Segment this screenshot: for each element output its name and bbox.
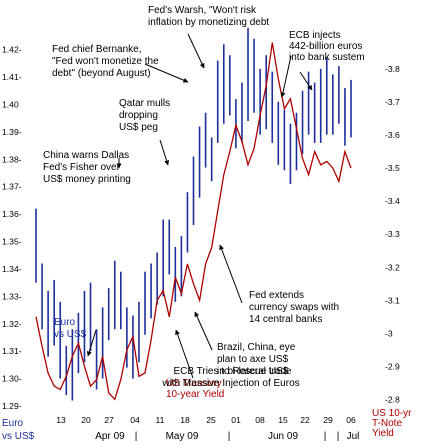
annotation-text: 14 central banks [249, 314, 322, 325]
x-axis-tick-label: 27 [104, 415, 114, 425]
left-axis-label: vs US$ [2, 431, 35, 442]
left-axis-tick-label: 1.37- [2, 182, 22, 192]
right-axis-tick-label: -3.4 [385, 196, 400, 206]
left-axis-tick-label: 1.38- [2, 154, 22, 164]
annotation-arrow [299, 71, 313, 91]
right-axis-tick-label: -3.7 [385, 97, 400, 107]
chart-text: 1.29- 1.30- 1.31- 1.32- 1.33- 1.34- 1.35- 1.36-… [2, 5, 412, 442]
annotation-arrow [175, 329, 194, 379]
annotation-arrow [159, 139, 170, 166]
right-axis-tick-label: -3.3 [385, 229, 400, 239]
annotation-text: Euro [54, 317, 76, 328]
x-axis-tick-label: 22 [300, 415, 310, 425]
annotation-text: vs US$ [54, 329, 87, 340]
x-axis-tick-label: 04 [130, 415, 140, 425]
x-axis-tick-label: 25 [206, 415, 216, 425]
left-axis-tick-label: 1.41- [2, 72, 22, 82]
right-axis-tick-label: -3.5 [385, 163, 400, 173]
x-axis-tick-label: 20 [81, 415, 91, 425]
annotation-text: Fed's Warsh, "Won't risk [148, 5, 257, 16]
annotation-text: debt" (beyond August) [52, 68, 151, 79]
left-axis-tick-label: 1.29- [2, 401, 22, 411]
x-axis-tick-label: 13 [56, 415, 66, 425]
annotation-text: inflation by monetizing debt [148, 17, 269, 28]
month-label: Apr 09 [95, 431, 125, 442]
left-axis-tick-label: 1.42- [2, 45, 22, 55]
annotation-text: into bank sustem [289, 52, 365, 63]
left-axis-tick-label: 1.39- [2, 127, 22, 137]
axis-separator: | [135, 431, 138, 442]
x-axis-tick-label: 11 [156, 415, 165, 425]
left-axis-tick-label: 1.36- [2, 209, 22, 219]
left-axis-tick-label: 1.31- [2, 346, 22, 356]
right-axis-label: Yield [372, 428, 394, 439]
x-axis-tick-label: 18 [180, 415, 190, 425]
plot-area [35, 27, 352, 401]
right-axis-tick-label: -3.2 [385, 262, 400, 272]
axis-separator: | [228, 431, 231, 442]
right-axis-label: US 10-yr [372, 408, 412, 419]
annotation-text: currency swaps with [249, 302, 339, 313]
right-axis-label: T-Note [372, 418, 402, 429]
annotation-text: US Treasury [166, 378, 222, 389]
annotation-text: 442-billion euros [289, 41, 362, 52]
annotation-text: Fed extends [249, 290, 304, 301]
month-label: May 09 [166, 431, 199, 442]
right-axis-tick-label: -2.8 [385, 394, 400, 404]
annotation-arrow [144, 63, 189, 83]
annotation-text: dropping [119, 110, 158, 121]
annotation-text: "Fed won't monetize the [52, 56, 159, 67]
annotation-text: China warns Dallas [43, 150, 129, 161]
right-axis-tick-label: -3 [385, 328, 393, 338]
annotation-text: with Massive Injection of Euros [161, 378, 299, 389]
annotation-text: in bi-lateral trade [217, 366, 292, 377]
x-axis-tick-label: 08 [255, 415, 265, 425]
annotation-text: Qatar mulls [119, 98, 170, 109]
annotation-text: ECB injects [289, 30, 341, 41]
left-axis-tick-label: 1.40 [2, 100, 19, 110]
axis-separator: | [324, 431, 327, 442]
right-axis-tick-label: -2.9 [385, 361, 400, 371]
annotation-arrow [86, 329, 97, 357]
annotation-text: Brazil, China, eye [217, 342, 296, 353]
annotation-arrow [219, 244, 243, 304]
month-label: Jul [347, 431, 360, 442]
left-axis-label: Euro [2, 418, 24, 429]
right-axis-tick-label: -3.8 [385, 64, 400, 74]
annotation-text: ECB Tries to Rescue US$ [173, 366, 288, 377]
left-axis-tick-label: 1.30- [2, 374, 22, 384]
annotation-text: US$ peg [119, 122, 158, 133]
axis-separator: | [337, 431, 340, 442]
annotation-text: 10-year Yield [166, 389, 224, 400]
annotation-text: Fed chief Bernanke, [52, 44, 142, 55]
yield-line [35, 42, 352, 401]
x-axis-tick-label: 15 [278, 415, 288, 425]
right-axis-tick-label: -3.6 [385, 130, 400, 140]
annotation-text: plan to axe US$ [217, 354, 289, 365]
right-axis-tick-label: -3.1 [385, 295, 400, 305]
left-axis-tick-label: 1.33- [2, 291, 22, 301]
x-axis-tick-label: 29 [323, 415, 333, 425]
annotation-text: US$ money printing [43, 174, 131, 185]
left-axis-tick-label: 1.35- [2, 237, 22, 247]
annotation-arrow [280, 55, 292, 98]
annotation-text: Fed's Fisher over [43, 162, 121, 173]
annotation-arrow [194, 311, 213, 351]
annotation-arrow [187, 33, 205, 69]
left-axis-tick-label: 1.32- [2, 319, 22, 329]
left-axis-tick-label: 1.34- [2, 264, 22, 274]
month-label: Jun 09 [268, 431, 298, 442]
x-axis-tick-label: 06 [346, 415, 356, 425]
x-axis-tick-label: 01 [231, 415, 241, 425]
annotation-arrows [86, 33, 313, 379]
